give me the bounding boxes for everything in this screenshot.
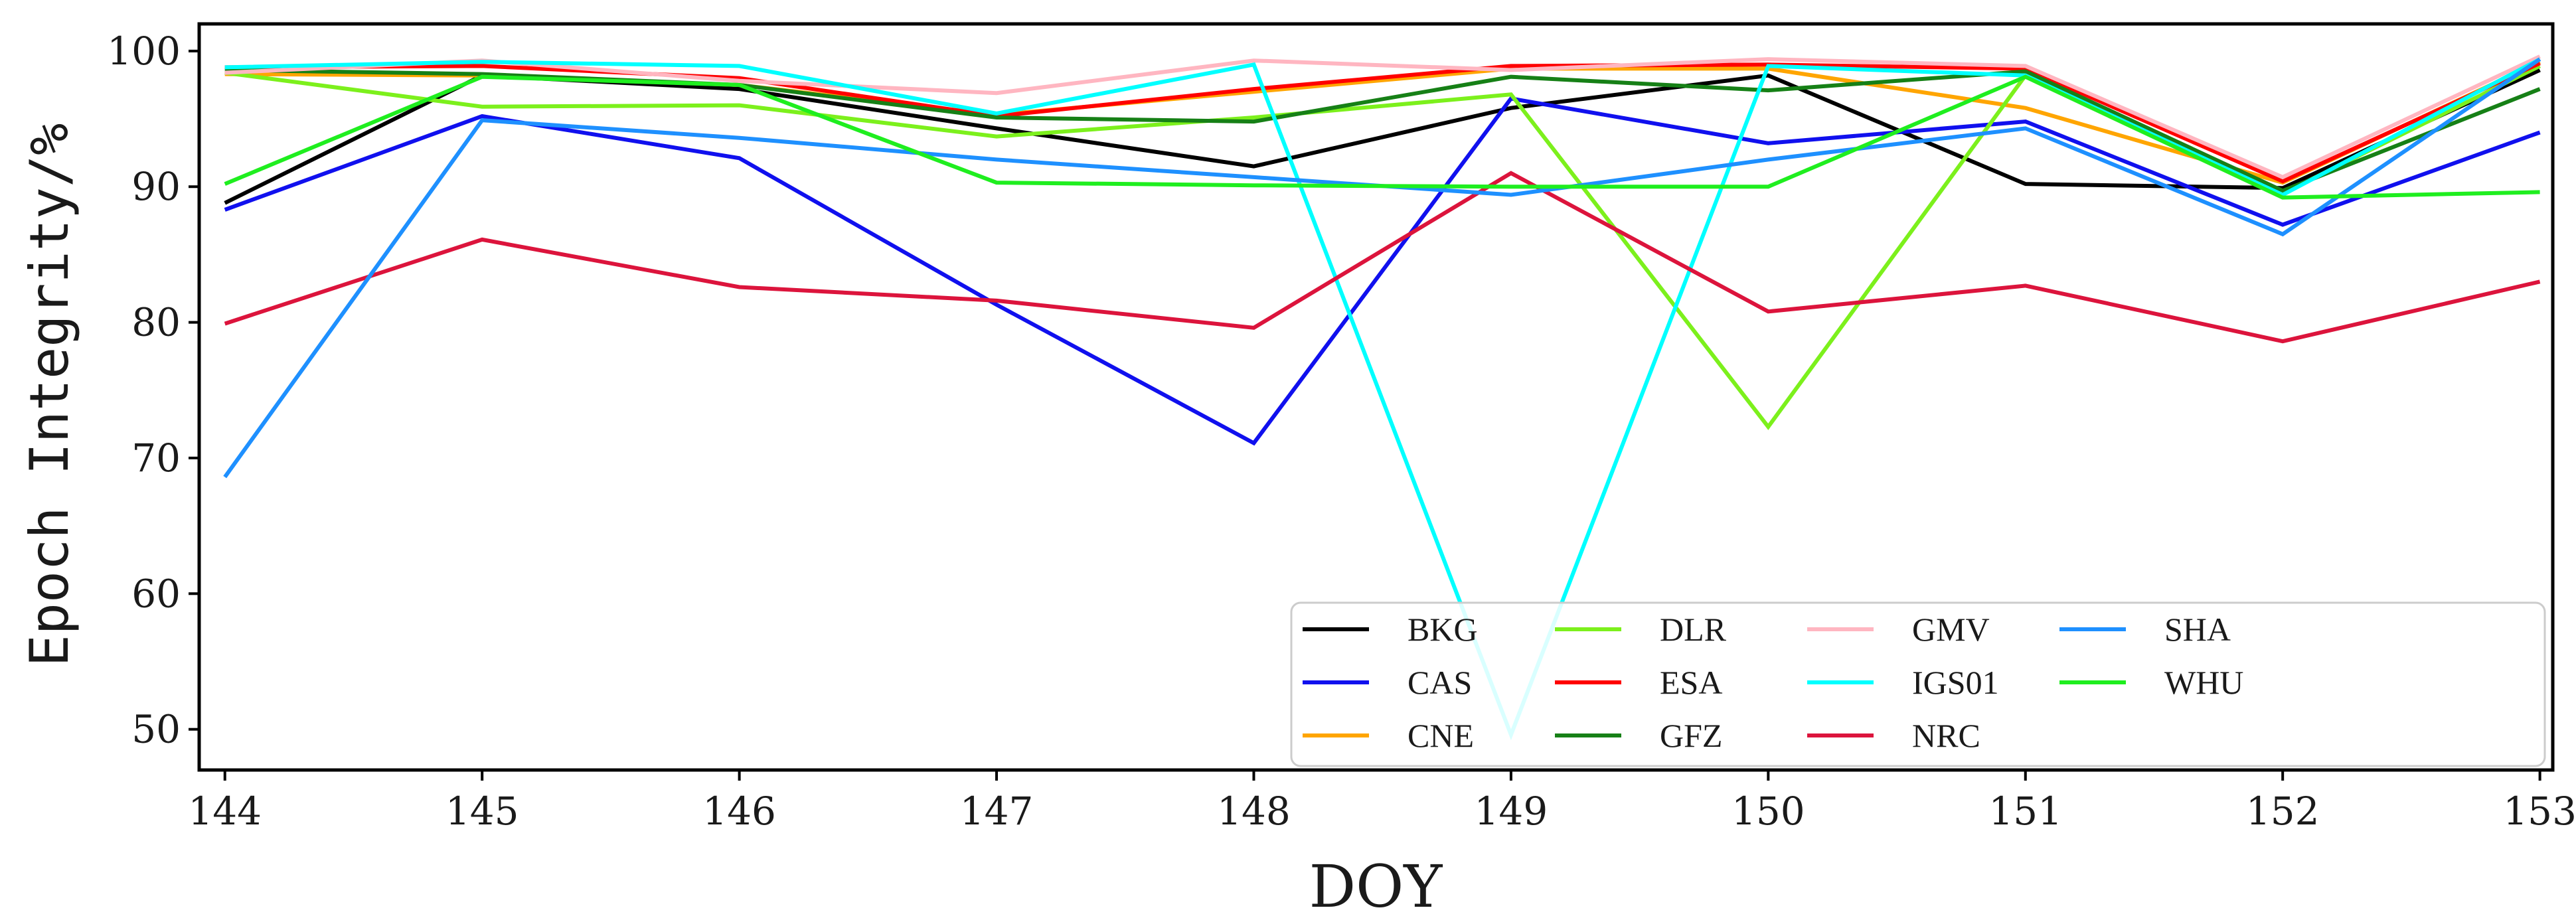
legend-label-cne: CNE bbox=[1408, 717, 1474, 754]
y-tick-label: 100 bbox=[107, 29, 181, 74]
y-axis-label: Epoch Integrity/% bbox=[19, 123, 80, 667]
x-axis: 144 145 146 147 148 149 150 151 152 153 bbox=[188, 770, 2576, 834]
legend-label-cas: CAS bbox=[1408, 664, 1472, 701]
x-axis-label: DOY bbox=[1309, 852, 1443, 921]
legend-label-bkg: BKG bbox=[1408, 611, 1478, 648]
plot-area-frame bbox=[197, 22, 2555, 772]
legend-label-esa: ESA bbox=[1660, 664, 1722, 701]
x-tick-label: 146 bbox=[702, 789, 776, 834]
legend-label-gmv: GMV bbox=[1912, 611, 1990, 648]
x-tick-label: 144 bbox=[188, 789, 262, 834]
x-tick-label: 152 bbox=[2246, 789, 2320, 834]
legend-label-sha: SHA bbox=[2164, 611, 2231, 648]
y-tick-label: 90 bbox=[131, 164, 181, 209]
x-tick-label: 145 bbox=[445, 789, 519, 834]
legend-label-igs01: IGS01 bbox=[1912, 664, 1999, 701]
legend-label-whu: WHU bbox=[2164, 664, 2243, 701]
y-tick-label: 60 bbox=[131, 571, 181, 616]
y-tick-label: 50 bbox=[131, 707, 181, 752]
legend-label-nrc: NRC bbox=[1912, 717, 1980, 754]
series-layer bbox=[223, 54, 2541, 741]
legend-label-gfz: GFZ bbox=[1660, 717, 1722, 754]
x-tick-label: 153 bbox=[2503, 789, 2576, 834]
x-tick-label: 151 bbox=[1988, 789, 2062, 834]
legend-label-dlr: DLR bbox=[1660, 611, 1727, 648]
x-tick-label: 147 bbox=[960, 789, 1034, 834]
legend: BKG CAS CNE DLR ESA GFZ GMV IGS01 NRC SHA WHU bbox=[1290, 601, 2546, 767]
series-line-nrc bbox=[224, 171, 2541, 344]
x-tick-label: 150 bbox=[1731, 789, 1805, 834]
series-line-cas bbox=[224, 96, 2541, 446]
y-tick-label: 80 bbox=[131, 300, 181, 345]
series-line-gmv bbox=[224, 54, 2541, 180]
y-axis: 50 60 70 80 90 100 bbox=[107, 29, 199, 752]
x-tick-label: 149 bbox=[1475, 789, 1548, 834]
y-tick-label: 70 bbox=[131, 435, 181, 481]
legend-box bbox=[1290, 601, 2546, 767]
x-tick-label: 148 bbox=[1217, 789, 1291, 834]
series-line-whu bbox=[224, 74, 2540, 200]
